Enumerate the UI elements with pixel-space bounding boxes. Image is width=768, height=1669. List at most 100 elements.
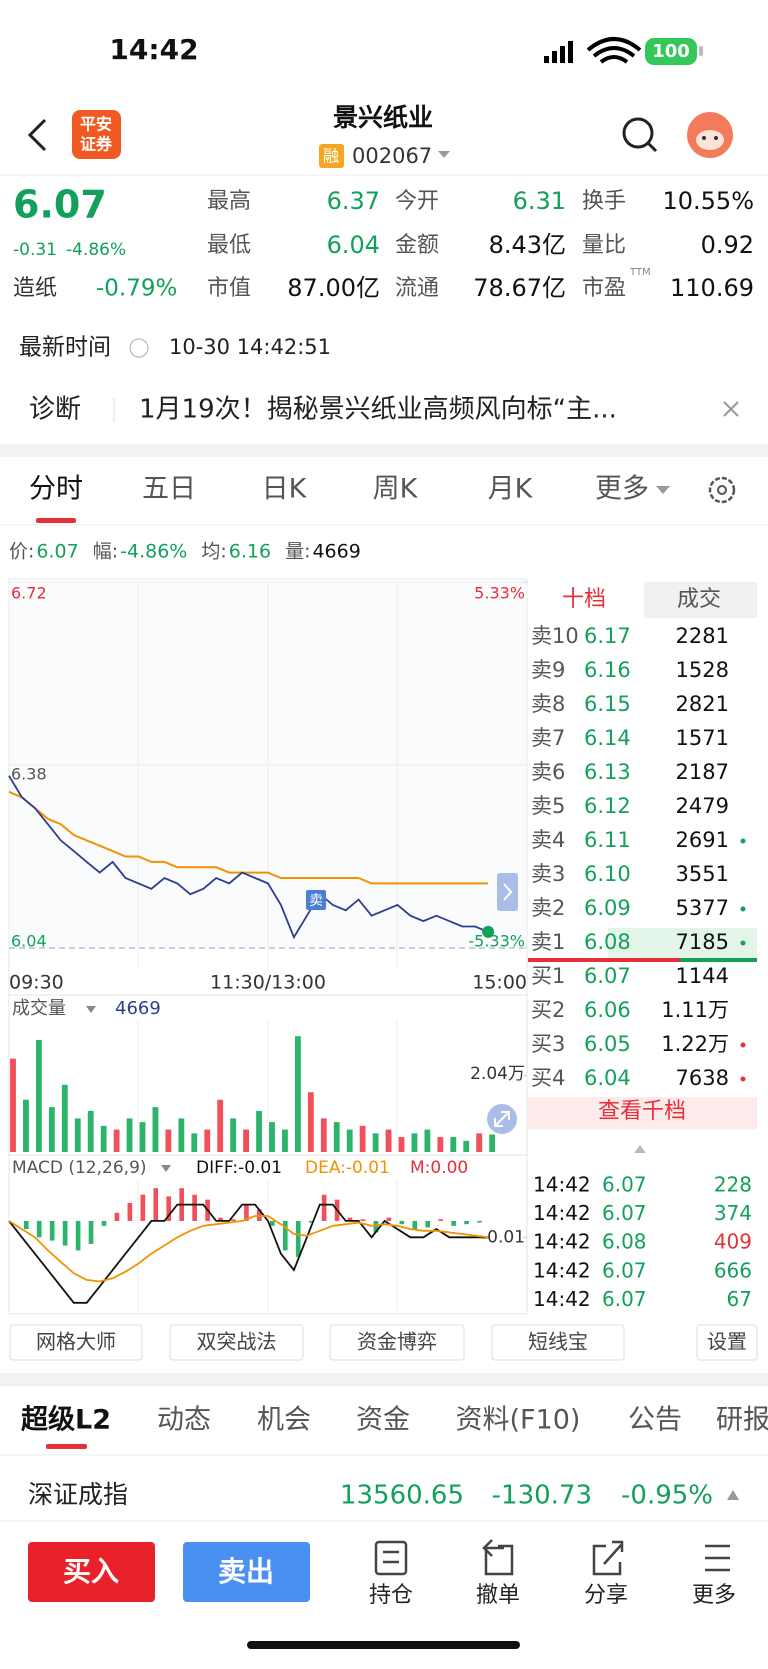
macd-bar [101,1220,107,1226]
action-label[interactable]: 撤单 [476,1583,520,1608]
tool-button[interactable]: 设置 [707,1330,747,1354]
chart-tab[interactable]: 周K [373,474,419,505]
book-more[interactable]: 查看千档 [598,1099,686,1124]
stat-label: 市盈 [582,276,626,301]
volume-bar [152,1107,159,1152]
tool-button-bg[interactable] [329,1324,465,1361]
book-volume: 2187 [676,760,729,784]
volume-bar [398,1137,405,1152]
book-level: 卖10 [531,624,579,648]
book-volume: 7185 [676,930,729,954]
buy-label[interactable]: 买入 [63,1555,119,1588]
macd-bar [218,1217,223,1221]
buy-button[interactable] [28,1542,155,1602]
macd-bar [62,1220,68,1246]
volume-bar [61,1084,68,1152]
volume-label: 成交量 [12,998,66,1019]
section-tab[interactable]: 公告 [628,1405,682,1436]
trade-time: 14:42 [533,1258,591,1282]
more-dropdown[interactable] [656,486,670,494]
home-indicator [247,1641,520,1649]
volume-bar [282,1129,288,1152]
avatar[interactable] [687,112,733,158]
macd-bar [166,1196,172,1221]
volume-bar [126,1118,133,1152]
stat-value: 78.67亿 [473,274,566,302]
stock-name: 景兴纸业 [333,103,433,132]
book-level: 卖7 [531,726,565,750]
expand-arrow[interactable] [727,1490,739,1500]
index-change-pct: -0.95% [621,1481,713,1511]
section-tab[interactable]: 研报 [716,1405,768,1436]
book-level: 卖6 [531,760,565,784]
collapse-button[interactable] [497,873,518,911]
book-level: 卖1 [531,930,565,954]
stat-label: 换手 [582,189,626,214]
search-button[interactable] [622,117,658,153]
volume-bar [204,1129,211,1152]
broker-logo-text: 证券 [80,135,113,154]
volume-bar [10,1058,16,1152]
book-tab[interactable]: 成交 [677,587,721,612]
sell-label[interactable]: 卖出 [218,1555,274,1588]
x-tick-label: 11:30/13:00 [210,972,326,994]
volume-bar [437,1137,444,1152]
section-tab[interactable]: 超级L2 [21,1404,111,1436]
tool-button[interactable]: 资金博弈 [357,1330,437,1354]
tool-button[interactable]: 双突战法 [197,1330,277,1354]
tool-button-bg[interactable] [169,1324,304,1361]
chart-tab[interactable]: 月K [488,474,534,505]
index-value: 13560.65 [340,1481,464,1511]
settings-button[interactable] [708,476,736,504]
change-dot [740,940,746,946]
expand-arrow[interactable] [634,1145,646,1153]
code-dropdown[interactable] [438,151,450,158]
section-tab[interactable]: 资料(F10) [456,1405,581,1436]
action-label[interactable]: 分享 [584,1583,628,1608]
tool-button[interactable]: 短线宝 [528,1330,588,1354]
book-tab[interactable]: 十档 [562,587,606,612]
chart-tab[interactable]: 五日 [142,474,196,505]
book-level: 卖4 [531,828,565,852]
volume-bar [74,1118,81,1152]
book-price: 6.16 [584,658,631,682]
stat-label: 今开 [395,189,439,214]
fullscreen-button[interactable] [487,1104,517,1134]
volume-bar [100,1125,107,1152]
diagnosis-text[interactable]: 1月19次！揭秘景兴纸业高频风向标“主... [139,395,617,425]
pe-tag: TTM [629,267,651,278]
tool-button-bg[interactable] [9,1324,143,1361]
action-label[interactable]: 更多 [692,1583,736,1608]
macd-bar [308,1220,314,1223]
book-price: 6.07 [584,964,631,988]
macd-m: M:0.00 [410,1158,468,1178]
macd-bar [75,1220,81,1251]
section-tab[interactable]: 资金 [356,1405,410,1436]
action-label[interactable]: 持仓 [369,1583,413,1608]
chart-tab[interactable]: 更多 [595,474,649,505]
volume-dropdown[interactable] [86,1006,96,1013]
volume-bar [320,1118,327,1152]
update-time: 10-30 14:42:51 [169,335,331,359]
tool-button[interactable]: 网格大师 [36,1330,116,1354]
info-icon[interactable] [129,338,149,358]
tool-button-bg[interactable] [491,1324,625,1361]
tool-button-bg[interactable] [696,1324,758,1361]
book-level: 买3 [531,1032,565,1056]
y2-tick-label: -5.33% [468,932,525,951]
sell-button[interactable] [183,1542,310,1602]
section-tab[interactable]: 机会 [257,1405,311,1436]
trade-volume: 409 [714,1230,752,1254]
stat-label: 最低 [207,233,251,258]
volume-bar [113,1129,120,1152]
back-button[interactable] [27,118,47,152]
stat-label: 最高 [207,189,251,214]
volume-bar [424,1129,431,1152]
chart-tab[interactable]: 分时 [29,474,83,505]
close-button[interactable] [723,401,739,417]
chart-tab[interactable]: 日K [262,474,308,505]
macd-bar [373,1220,379,1233]
macd-dropdown[interactable] [161,1165,171,1172]
macd-bar [360,1219,366,1221]
section-tab[interactable]: 动态 [157,1405,211,1436]
